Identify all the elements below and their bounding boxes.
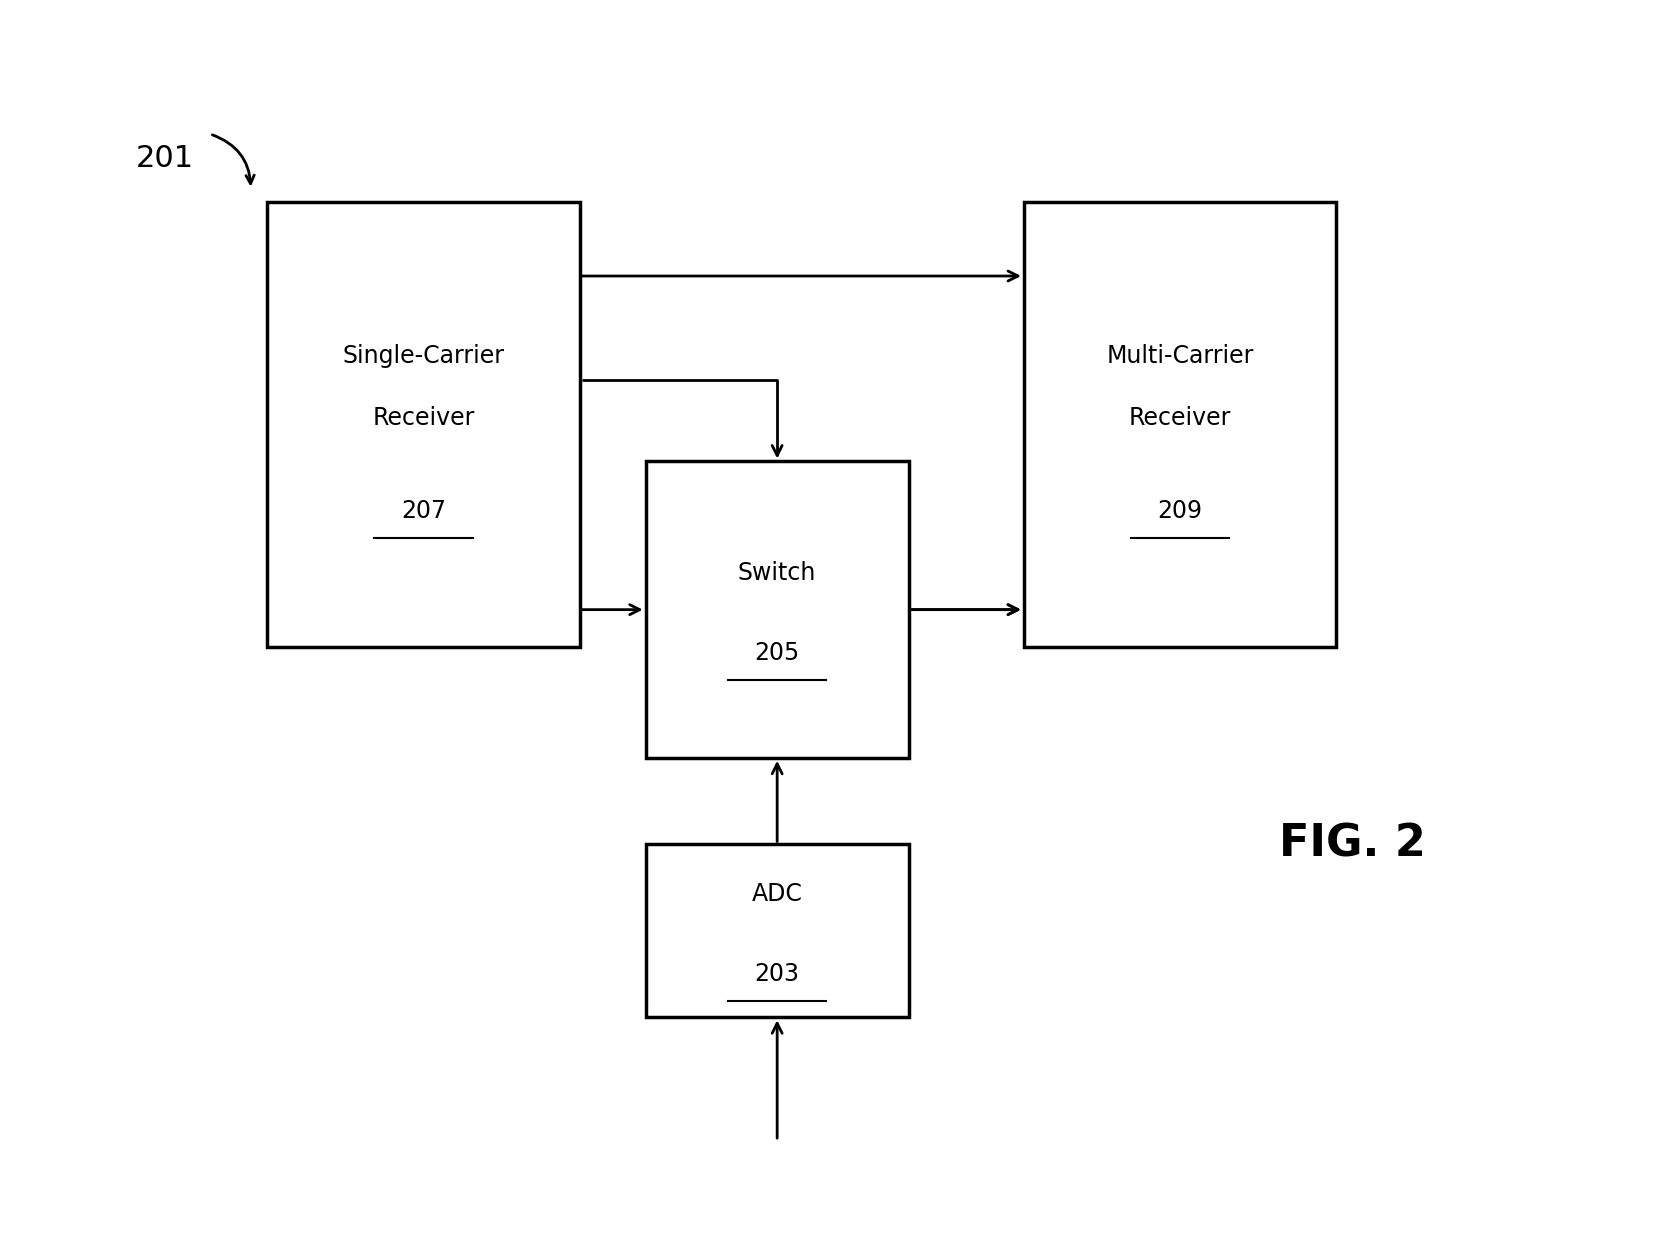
Text: Switch: Switch — [737, 561, 817, 585]
Bar — [646, 462, 909, 758]
Text: Multi-Carrier: Multi-Carrier — [1106, 345, 1253, 368]
Text: 209: 209 — [1157, 499, 1203, 522]
Bar — [1023, 202, 1336, 647]
Text: 201: 201 — [136, 144, 193, 173]
Text: Receiver: Receiver — [372, 406, 474, 430]
Text: 203: 203 — [755, 962, 800, 986]
Text: FIG. 2: FIG. 2 — [1279, 824, 1427, 866]
Bar — [646, 845, 909, 1018]
Bar — [268, 202, 580, 647]
Text: Receiver: Receiver — [1129, 406, 1231, 430]
Text: ADC: ADC — [752, 882, 803, 906]
Text: 205: 205 — [754, 641, 800, 664]
Text: Single-Carrier: Single-Carrier — [342, 345, 504, 368]
Text: 207: 207 — [402, 499, 446, 522]
